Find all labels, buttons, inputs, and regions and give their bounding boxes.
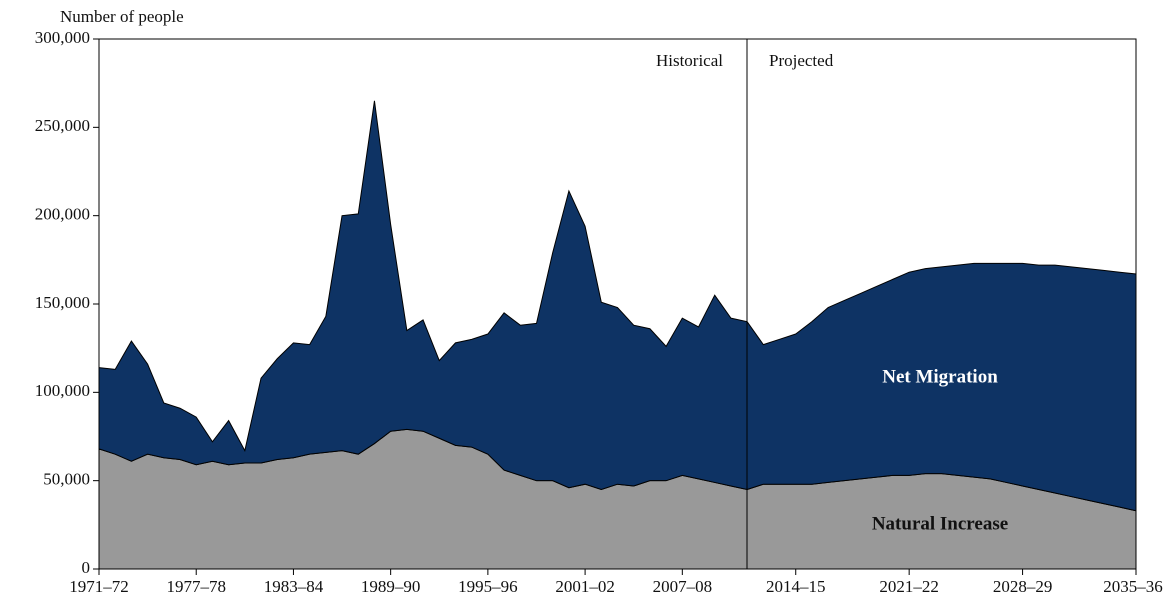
- x-tick-label: 2007–08: [653, 577, 713, 596]
- x-tick-label: 1983–84: [264, 577, 324, 596]
- x-tick-label: 1977–78: [166, 577, 226, 596]
- x-tick-label: 2035–36: [1103, 577, 1163, 596]
- x-tick-label: 2028–29: [993, 577, 1053, 596]
- x-tick-label: 1995–96: [458, 577, 518, 596]
- x-tick-label: 1971–72: [69, 577, 129, 596]
- y-tick-label: 100,000: [35, 381, 90, 400]
- area: [98, 100, 1137, 512]
- series-label: Natural Increase: [872, 513, 1008, 534]
- x-tick-label: 1989–90: [361, 577, 421, 596]
- y-tick-label: 0: [82, 558, 91, 577]
- y-axis-label: Number of people: [60, 7, 184, 26]
- series-label: Net Migration: [882, 366, 998, 387]
- x-tick-label: 2021–22: [879, 577, 939, 596]
- y-tick-label: 250,000: [35, 116, 90, 135]
- y-tick-label: 50,000: [43, 470, 90, 489]
- annotation: Historical: [656, 51, 723, 70]
- y-tick-label: 150,000: [35, 293, 90, 312]
- y-tick-label: 300,000: [35, 28, 90, 47]
- x-tick-label: 2014–15: [766, 577, 826, 596]
- annotation: Projected: [769, 51, 834, 70]
- y-tick-label: 200,000: [35, 205, 90, 224]
- x-tick-label: 2001–02: [555, 577, 615, 596]
